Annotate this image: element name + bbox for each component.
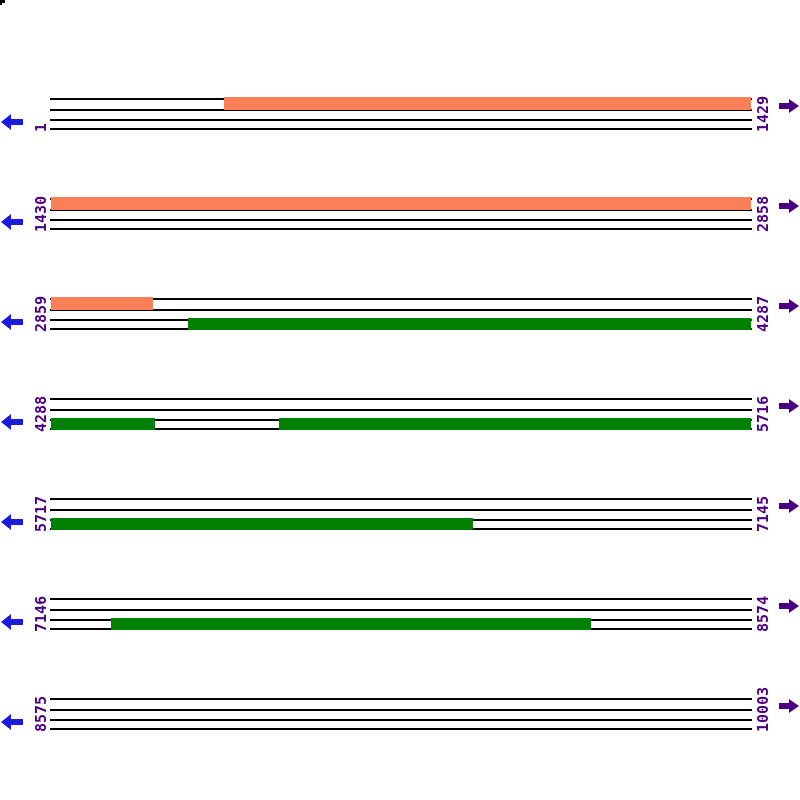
- sequence-tier-row: 2859 4287: [0, 295, 800, 338]
- forward-strand-arrow-icon: [779, 699, 799, 713]
- tier-start-coordinate: 4288: [32, 395, 50, 432]
- reverse-strand-arrow-icon: [1, 714, 23, 730]
- forward-strand-arrow-icon: [779, 599, 799, 613]
- forward-strand-arrow-icon: [779, 399, 799, 413]
- reverse-strand-arrow-icon: [1, 214, 23, 230]
- track-line: [50, 509, 752, 511]
- forward-strand-arrow-icon: [779, 99, 799, 113]
- track-line: [50, 209, 752, 211]
- corner-mark: [0, 3, 2, 5]
- tier-end-coordinate: 7145: [754, 495, 772, 532]
- orange-feature-segment: [51, 197, 751, 210]
- sequence-tier-row: 5717 7145: [0, 495, 800, 538]
- forward-strand-arrow-icon: [779, 299, 799, 313]
- track-line: [50, 709, 752, 711]
- reverse-strand-arrow-icon: [1, 114, 23, 130]
- tier-start-coordinate: 8575: [32, 695, 50, 732]
- track-line: [50, 119, 752, 121]
- green-feature-segment: [51, 418, 155, 430]
- tier-end-coordinate: 10003: [754, 686, 772, 732]
- reverse-strand-arrow-icon: [1, 614, 23, 630]
- sequence-tier-row: 1430 2858: [0, 195, 800, 238]
- track-line: [50, 409, 752, 411]
- track-line: [50, 109, 752, 111]
- track-line: [50, 698, 752, 700]
- orange-feature-segment: [51, 297, 153, 310]
- track-line: [50, 609, 752, 611]
- sequence-tier-row: 8575 10003: [0, 687, 800, 738]
- reverse-strand-arrow-icon: [1, 314, 23, 330]
- track-line: [50, 298, 752, 300]
- tier-start-coordinate: 2859: [32, 295, 50, 332]
- green-feature-segment: [279, 418, 751, 430]
- track-line: [50, 498, 752, 500]
- sequence-tier-row: 1 1429: [0, 95, 800, 138]
- tier-end-coordinate: 1429: [754, 95, 772, 132]
- track-line: [50, 128, 752, 130]
- tier-end-coordinate: 4287: [754, 295, 772, 332]
- green-feature-segment: [51, 518, 473, 530]
- reverse-strand-arrow-icon: [1, 514, 23, 530]
- track-line: [50, 719, 752, 721]
- green-feature-segment: [188, 318, 751, 330]
- track-line: [50, 219, 752, 221]
- tier-end-coordinate: 2858: [754, 195, 772, 232]
- forward-strand-arrow-icon: [779, 499, 799, 513]
- track-line: [50, 309, 752, 311]
- tier-start-coordinate: 1430: [32, 195, 50, 232]
- track-line: [50, 598, 752, 600]
- tier-start-coordinate: 5717: [32, 495, 50, 532]
- reverse-strand-arrow-icon: [1, 414, 23, 430]
- tier-end-coordinate: 8574: [754, 595, 772, 632]
- forward-strand-arrow-icon: [779, 199, 799, 213]
- corner-mark: [0, 0, 5, 3]
- track-line: [50, 728, 752, 730]
- track-line: [50, 228, 752, 230]
- track-line: [50, 398, 752, 400]
- sequence-tier-row: 4288 5716: [0, 395, 800, 438]
- sequence-tier-row: 7146 8574: [0, 595, 800, 638]
- tier-end-coordinate: 5716: [754, 395, 772, 432]
- tier-start-coordinate: 1: [32, 122, 50, 132]
- tier-start-coordinate: 7146: [32, 595, 50, 632]
- orange-feature-segment: [224, 97, 751, 110]
- green-feature-segment: [111, 618, 591, 630]
